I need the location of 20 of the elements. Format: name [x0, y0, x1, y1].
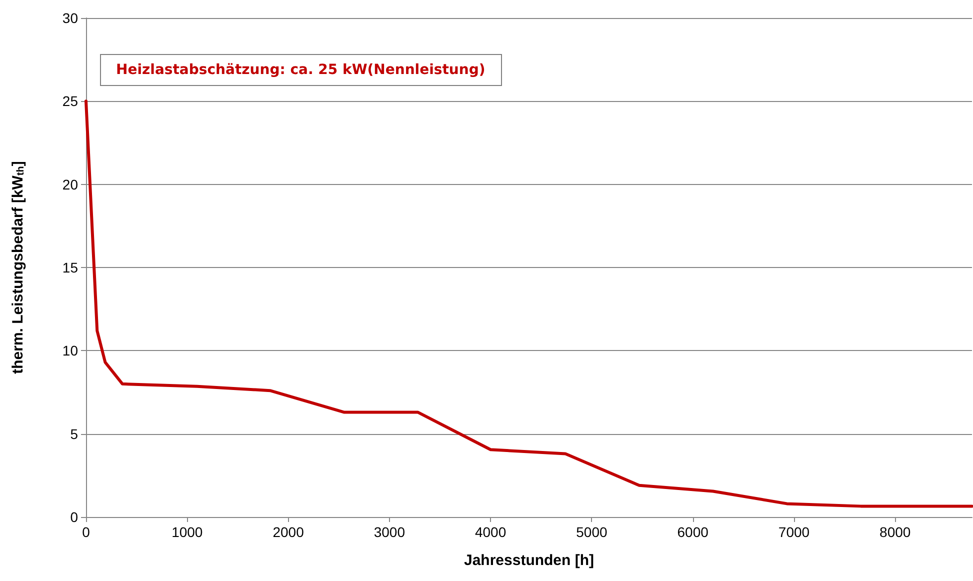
x-tick-label: 1000 — [172, 524, 203, 540]
y-tick-label: 25 — [62, 93, 78, 110]
x-tick-label: 0 — [82, 524, 90, 540]
y-axis-title: therm. Leistungsbedarf [kWth] — [10, 161, 26, 374]
x-tick-label: 4000 — [474, 524, 506, 540]
x-tick-label: 8000 — [880, 524, 911, 540]
y-tick-label: 30 — [62, 10, 78, 26]
x-tick-label: 5000 — [576, 524, 608, 540]
y-tick-label: 15 — [62, 260, 78, 276]
x-tick-label: 6000 — [677, 524, 709, 540]
line-series — [84, 100, 973, 508]
annotation: Heizlastabschätzung: ca. 25 kW(Nennleistung) — [116, 62, 486, 78]
x-tick-label: 2000 — [272, 524, 304, 540]
y-tick-label: 20 — [62, 176, 78, 192]
y-tick-label: 0 — [70, 509, 78, 525]
y-tick-label: 10 — [62, 342, 78, 359]
y-tick-label: 5 — [70, 426, 78, 442]
x-tick-label: 7000 — [778, 524, 810, 540]
x-tick-label: 3000 — [374, 524, 406, 540]
x-axis-title: Jahresstunden [h] — [464, 552, 594, 569]
